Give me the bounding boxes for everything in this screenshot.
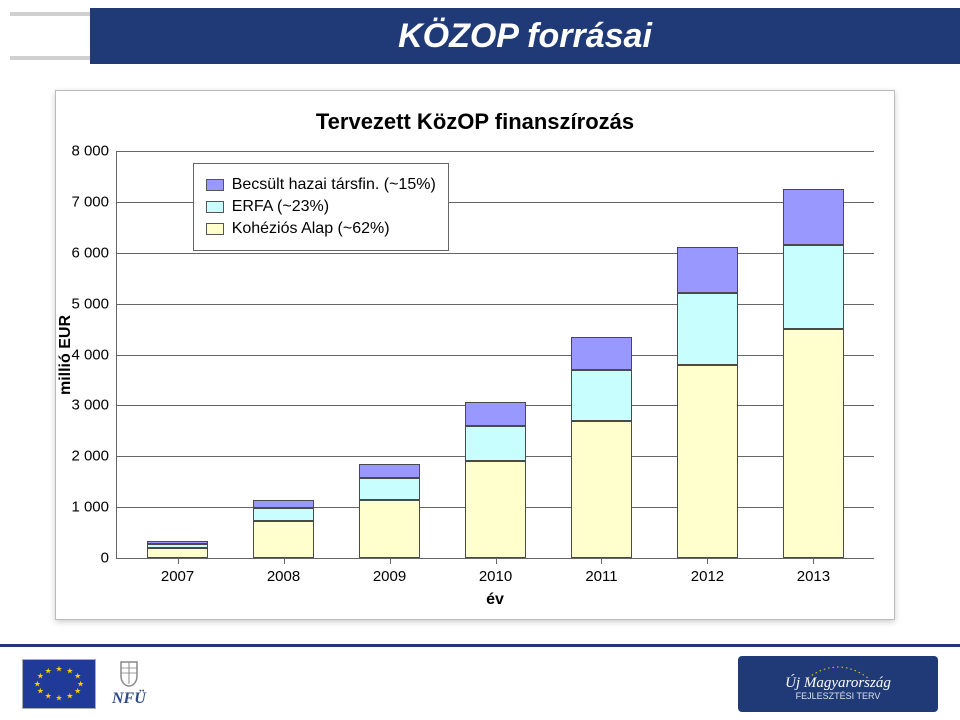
ytick-label: 5 000 xyxy=(71,295,117,312)
eu-star-icon: ★ xyxy=(66,691,73,700)
logo-line2: FEJLESZTÉSI TERV xyxy=(796,692,881,702)
title-bar-accent xyxy=(0,8,90,64)
xtick-label: 2008 xyxy=(267,558,300,585)
bar-segment xyxy=(783,245,844,329)
bar-segment xyxy=(677,247,738,294)
xtick-label: 2011 xyxy=(585,558,617,585)
title-bar-container: KÖZOP forrásai xyxy=(0,8,960,64)
nfu-text: NFÜ xyxy=(112,690,146,708)
bar-group xyxy=(465,151,526,558)
bar-segment xyxy=(359,464,420,478)
bar-group xyxy=(677,151,738,558)
title-bar: KÖZOP forrásai xyxy=(90,8,960,64)
eu-star-icon: ★ xyxy=(37,672,44,681)
bar-segment xyxy=(783,329,844,558)
xtick-label: 2010 xyxy=(479,558,512,585)
legend-row: Kohéziós Alap (~62%) xyxy=(206,220,436,238)
eu-flag-icon: ★★★★★★★★★★★★ xyxy=(22,659,96,709)
ytick-label: 8 000 xyxy=(71,143,117,160)
bar-segment xyxy=(677,293,738,364)
xtick-label: 2007 xyxy=(161,558,194,585)
eu-star-icon: ★ xyxy=(45,691,52,700)
plot-area: 01 0002 0003 0004 0005 0006 0007 0008 00… xyxy=(116,151,874,559)
bar-segment xyxy=(465,426,526,462)
ytick-label: 3 000 xyxy=(71,397,117,414)
uj-magyarorszag-logo: Új Magyarország FEJLESZTÉSI TERV xyxy=(738,656,938,712)
legend-swatch xyxy=(206,179,224,191)
legend-label: Becsült hazai társfin. (~15%) xyxy=(232,176,436,194)
bar-segment xyxy=(359,500,420,559)
bar-segment xyxy=(253,521,314,558)
bar-segment xyxy=(147,541,208,544)
bar-segment xyxy=(571,421,632,558)
eu-star-icon: ★ xyxy=(66,667,73,676)
bar-segment xyxy=(465,461,526,558)
bar-segment xyxy=(253,508,314,521)
bar-segment xyxy=(677,365,738,558)
bar-segment xyxy=(571,337,632,370)
legend-row: Becsült hazai társfin. (~15%) xyxy=(206,176,436,194)
eu-star-icon: ★ xyxy=(55,693,62,702)
xtick-label: 2012 xyxy=(691,558,724,585)
eu-star-icon: ★ xyxy=(55,665,62,674)
chart-frame: Tervezett KözOP finanszírozás millió EUR… xyxy=(55,90,895,620)
legend-swatch xyxy=(206,223,224,235)
x-axis-label: év xyxy=(486,591,504,609)
bar-segment xyxy=(253,500,314,509)
ytick-label: 7 000 xyxy=(71,193,117,210)
legend-label: Kohéziós Alap (~62%) xyxy=(232,220,390,238)
xtick-label: 2013 xyxy=(797,558,830,585)
bar-segment xyxy=(147,544,208,548)
eu-star-icon: ★ xyxy=(45,667,52,676)
footer: ★★★★★★★★★★★★ NFÜ Új Magyarország FEJLESZ… xyxy=(0,644,960,720)
ytick-label: 4 000 xyxy=(71,346,117,363)
legend: Becsült hazai társfin. (~15%) ERFA (~23%)… xyxy=(193,163,449,251)
bar-segment xyxy=(783,189,844,245)
ytick-label: 6 000 xyxy=(71,244,117,261)
legend-row: ERFA (~23%) xyxy=(206,198,436,216)
xtick-label: 2009 xyxy=(373,558,406,585)
eu-star-icon: ★ xyxy=(74,686,81,695)
bar-segment xyxy=(147,548,208,558)
plot-container: millió EUR év 01 0002 0003 0004 0005 000… xyxy=(116,151,874,559)
footer-left: ★★★★★★★★★★★★ NFÜ xyxy=(22,659,146,709)
chart-title: Tervezett KözOP finanszírozás xyxy=(56,109,894,135)
legend-label: ERFA (~23%) xyxy=(232,198,329,216)
bar-segment xyxy=(571,370,632,421)
ytick-label: 1 000 xyxy=(71,499,117,516)
bar-segment xyxy=(359,478,420,499)
bar-group xyxy=(571,151,632,558)
ytick-label: 0 xyxy=(101,550,117,567)
page-title: KÖZOP forrásai xyxy=(398,17,652,56)
ytick-label: 2 000 xyxy=(71,448,117,465)
legend-swatch xyxy=(206,201,224,213)
coat-of-arms-icon xyxy=(117,660,141,688)
bar-segment xyxy=(465,402,526,426)
bar-group xyxy=(783,151,844,558)
